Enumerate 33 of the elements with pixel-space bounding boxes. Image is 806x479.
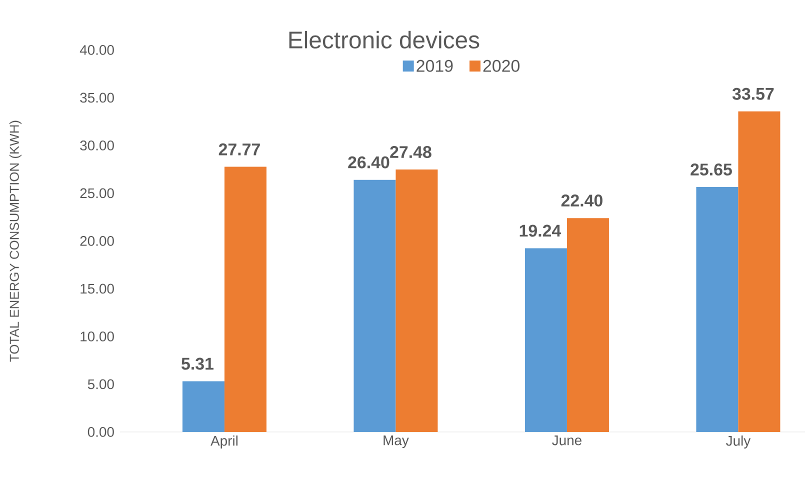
legend-label: 2019	[416, 60, 453, 72]
y-tick-label: 5.00	[88, 379, 114, 390]
y-tick-label: 30.00	[80, 140, 114, 150]
bar	[182, 381, 224, 432]
chart-title: Electronic devices	[289, 30, 480, 48]
y-tick-label: 10.00	[80, 332, 114, 342]
data-label: 25.65	[690, 164, 732, 176]
bar	[738, 111, 780, 432]
y-tick-label: 15.00	[80, 284, 114, 294]
y-tick-label: 25.00	[80, 188, 114, 198]
bar	[396, 170, 438, 432]
bar	[566, 218, 609, 432]
data-label: 27.48	[390, 146, 432, 158]
bar	[354, 180, 396, 432]
bar	[696, 187, 738, 432]
y-tick-label: 20.00	[80, 236, 114, 246]
data-label: 5.31	[182, 358, 214, 370]
x-tick-label: June	[552, 436, 582, 446]
y-tick-label: 35.00	[80, 92, 114, 103]
data-label: 33.57	[732, 88, 774, 100]
data-label: 27.77	[218, 143, 260, 156]
legend-label: 2020	[483, 60, 520, 72]
y-tick-label: 40.00	[80, 45, 114, 55]
x-tick-label: July	[726, 436, 751, 448]
bar	[224, 166, 266, 432]
data-label: 26.40	[348, 156, 390, 168]
x-tick-label: May	[384, 436, 409, 448]
y-tick-label: 0.00	[88, 427, 114, 437]
data-label: 22.40	[561, 194, 602, 207]
y-axis-title: TOTAL ENERGY CONSUMPTION (KWH)	[9, 120, 22, 362]
bar	[524, 248, 567, 432]
x-tick-label: April	[210, 436, 238, 448]
data-label: 19.24	[520, 224, 562, 237]
